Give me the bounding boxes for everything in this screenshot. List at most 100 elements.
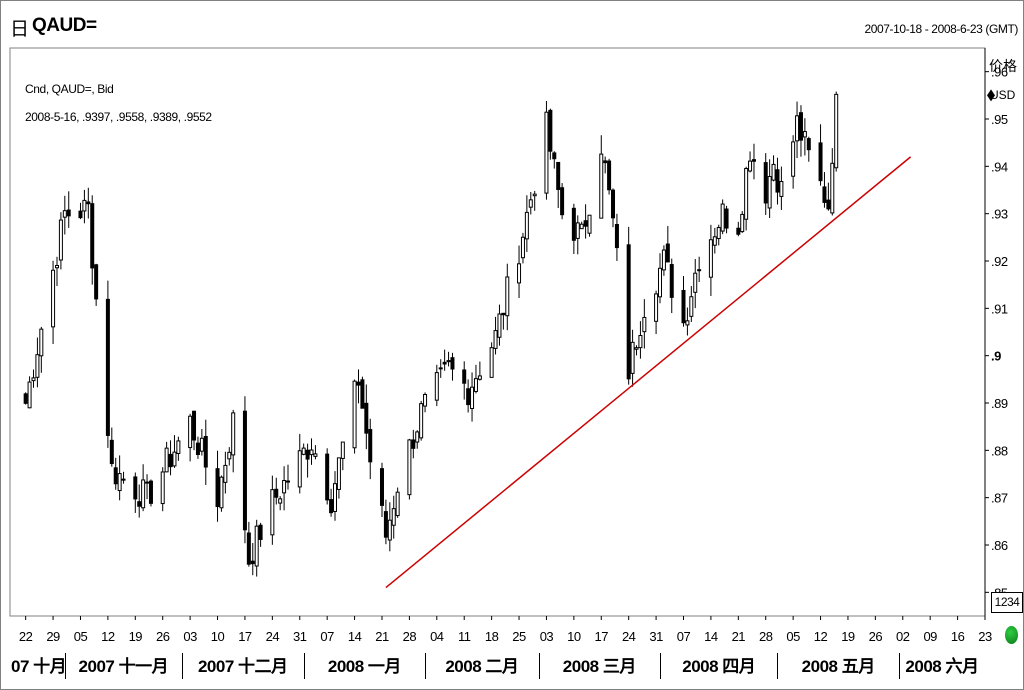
candle-up [834, 93, 839, 169]
x-tick-label: 14 [348, 629, 362, 644]
candle-down [462, 369, 467, 384]
month-separator [304, 653, 305, 679]
candle-up [587, 214, 592, 234]
x-tick-label: 31 [649, 629, 663, 644]
candle-down [548, 109, 553, 152]
candle-up [301, 447, 306, 455]
candle-up [395, 491, 400, 517]
candle-down [379, 468, 384, 506]
x-tick-label: 23 [978, 629, 992, 644]
candle-down [113, 467, 118, 485]
candle-up [340, 441, 345, 459]
month-separator [777, 653, 778, 679]
x-tick-label: 04 [430, 629, 444, 644]
x-tick-label: 21 [375, 629, 389, 644]
month-label: 2008 一月 [327, 657, 402, 676]
month-label: 2008 四月 [682, 657, 756, 676]
candle-down [329, 499, 334, 514]
x-tick-label: 18 [485, 629, 499, 644]
candle-up [199, 437, 204, 452]
candle-up [779, 181, 784, 197]
candle-down [94, 264, 99, 300]
candle-up [164, 447, 169, 473]
candle-down [552, 152, 557, 160]
candle-up [231, 412, 236, 456]
candle-down [368, 429, 373, 463]
candle-up [35, 354, 40, 378]
x-tick-label: 19 [841, 629, 855, 644]
bar-count-box[interactable]: 1234 [991, 592, 1023, 613]
x-tick-label: 03 [183, 629, 197, 644]
candle-down [560, 187, 565, 216]
x-tick-label: 17 [238, 629, 252, 644]
candle-up [333, 483, 337, 512]
candle-down [23, 393, 28, 404]
candle-up [54, 264, 59, 269]
candle-up [188, 415, 193, 449]
candle-up [532, 193, 537, 197]
candle-up [497, 313, 502, 338]
candle-up [795, 115, 800, 142]
candle-up [524, 211, 529, 240]
y-tick-label: .9 [991, 349, 1001, 364]
candle-up [744, 168, 749, 220]
candle-up [708, 239, 713, 278]
candle-down [109, 439, 114, 465]
y-tick-label: .96 [991, 65, 1008, 80]
candle-up [51, 269, 56, 328]
candle-up [58, 219, 63, 261]
candle-up [791, 141, 796, 177]
month-label: 2007 十一月 [78, 657, 169, 676]
candle-up [642, 316, 647, 333]
x-tick-label: 05 [74, 629, 88, 644]
candle-down [383, 511, 388, 538]
y-tick-label: .89 [991, 396, 1008, 411]
candle-up [438, 367, 443, 370]
candle-up [489, 347, 494, 378]
candle-up [270, 489, 275, 536]
period-icon[interactable]: 日 [10, 19, 30, 40]
candle-down [556, 161, 561, 190]
candle-up [313, 453, 318, 457]
y-tick-label: .87 [991, 491, 1008, 506]
candle-up [579, 223, 584, 230]
x-tick-label: 07 [677, 629, 691, 644]
candle-up [685, 320, 690, 326]
x-tick-label: 14 [704, 629, 718, 644]
x-tick-label: 31 [293, 629, 307, 644]
x-tick-label: 05 [786, 629, 800, 644]
candle-up [278, 498, 283, 504]
candle-up [767, 176, 772, 209]
month-label: 2008 五月 [801, 657, 876, 676]
candle-up [160, 471, 165, 505]
candle-down [66, 209, 71, 217]
candle-up [62, 210, 67, 218]
candle-up [39, 328, 44, 357]
candle-up [223, 464, 228, 483]
candle-down [86, 201, 91, 205]
month-label: 2008 二月 [445, 657, 519, 676]
candle-down [751, 159, 756, 162]
month-separator [660, 653, 661, 679]
y-tick-label: .94 [991, 159, 1008, 174]
x-tick-label: 09 [923, 629, 937, 644]
month-separator [65, 653, 66, 679]
x-tick-label: 10 [211, 629, 225, 644]
candle-up [82, 199, 87, 212]
x-tick-label: 28 [759, 629, 773, 644]
candle-up [470, 386, 475, 409]
month-separator [425, 653, 426, 679]
candle-up [117, 473, 122, 492]
candle-down [614, 224, 619, 249]
month-separator [182, 653, 183, 679]
candle-down [305, 449, 310, 460]
x-tick-label: 11 [458, 629, 471, 644]
candle-up [309, 449, 314, 456]
candle-down [736, 227, 741, 235]
x-tick-label: 24 [266, 629, 280, 644]
candle-down [763, 162, 768, 204]
candle-up [748, 160, 753, 172]
candle-up [419, 403, 424, 439]
